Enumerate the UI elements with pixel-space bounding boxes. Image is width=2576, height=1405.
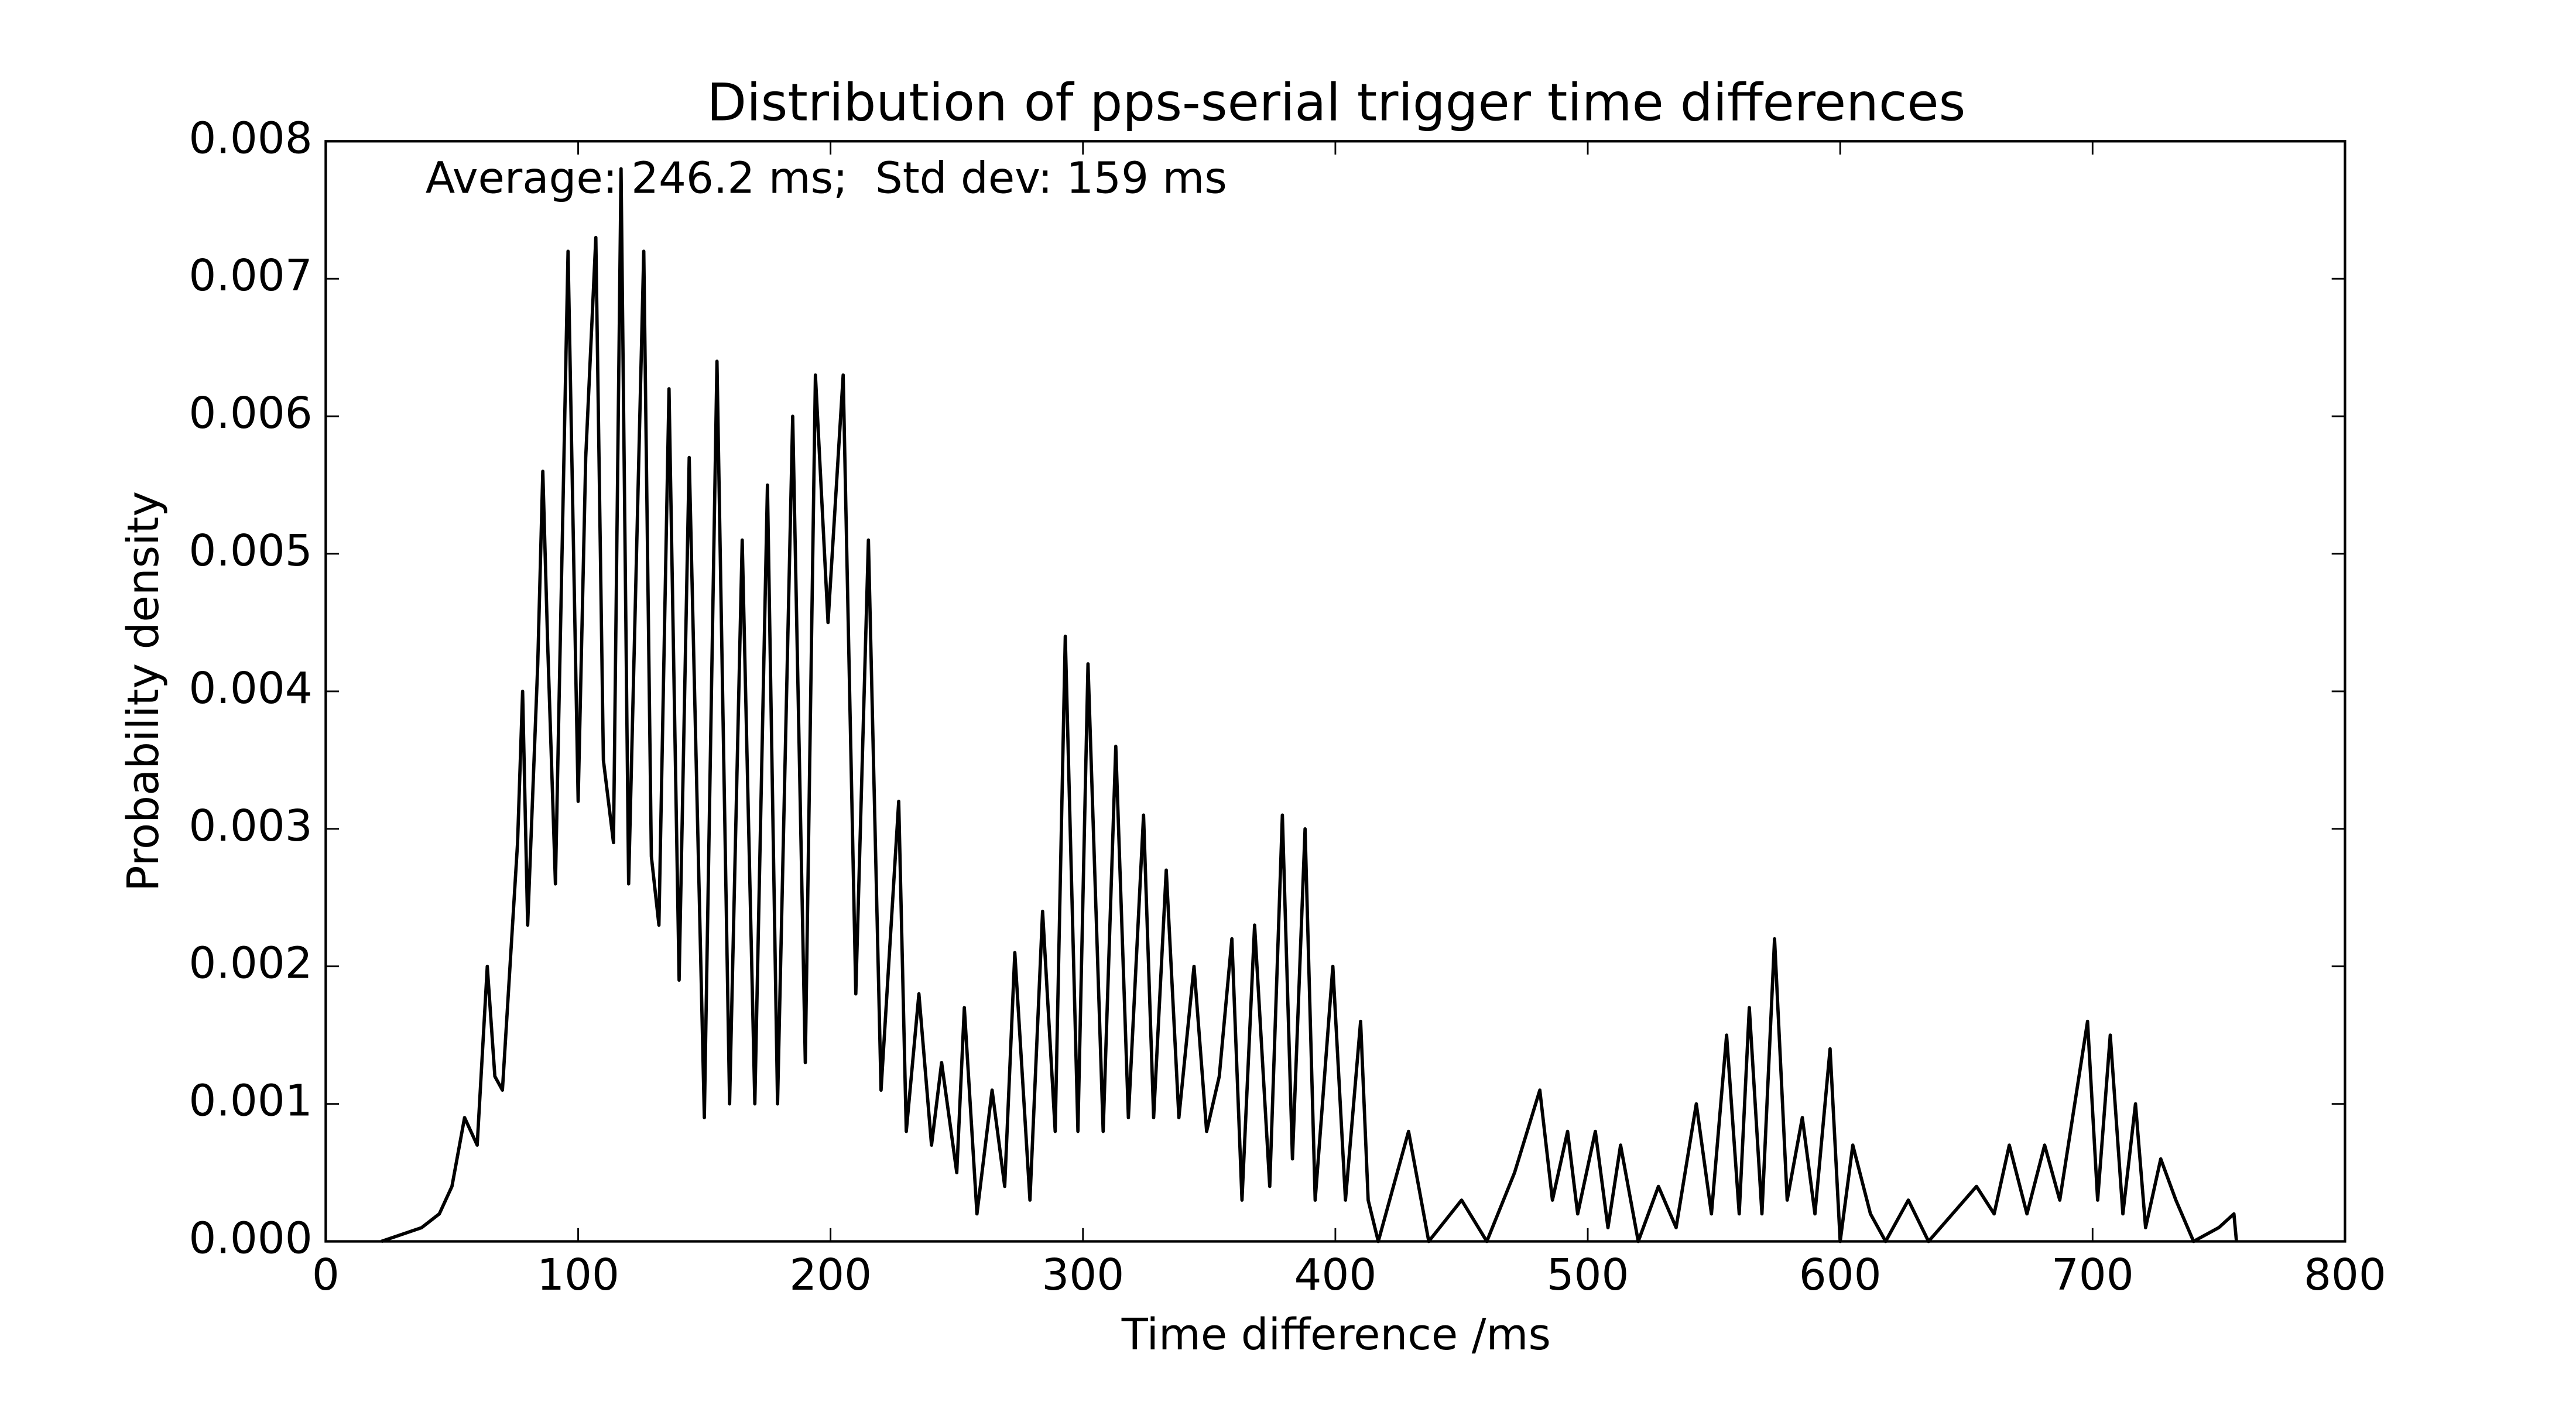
x-tick-label: 800 (2304, 1250, 2386, 1300)
x-tick-label: 300 (1042, 1250, 1124, 1300)
x-tick-label: 700 (2051, 1250, 2134, 1300)
plot-frame (324, 140, 2347, 1243)
y-tick-label: 0.003 (189, 801, 312, 851)
data-line (381, 167, 2238, 1243)
y-tick-label: 0.002 (189, 938, 312, 989)
annotation: Average: 246.2 ms; Std dev: 159 ms (426, 153, 1227, 203)
x-tick-label: 500 (1547, 1250, 1629, 1300)
x-tick-label: 400 (1294, 1250, 1376, 1300)
y-tick-label: 0.000 (189, 1214, 312, 1264)
x-tick-label: 0 (312, 1250, 340, 1300)
y-tick-label: 0.005 (189, 526, 312, 576)
y-axis-label: Probability density (118, 491, 169, 892)
x-tick-label: 100 (537, 1250, 619, 1300)
y-tick-label: 0.007 (189, 251, 312, 301)
y-tick-label: 0.001 (189, 1076, 312, 1126)
chart-title: Distribution of pps-serial trigger time … (707, 73, 1965, 133)
y-tick-label: 0.008 (189, 113, 312, 163)
x-axis-label: Time difference /ms (1121, 1310, 1551, 1360)
y-tick-label: 0.004 (189, 663, 312, 714)
y-tick-label: 0.006 (189, 388, 312, 438)
x-tick-label: 200 (789, 1250, 872, 1300)
x-tick-label: 600 (1799, 1250, 1882, 1300)
